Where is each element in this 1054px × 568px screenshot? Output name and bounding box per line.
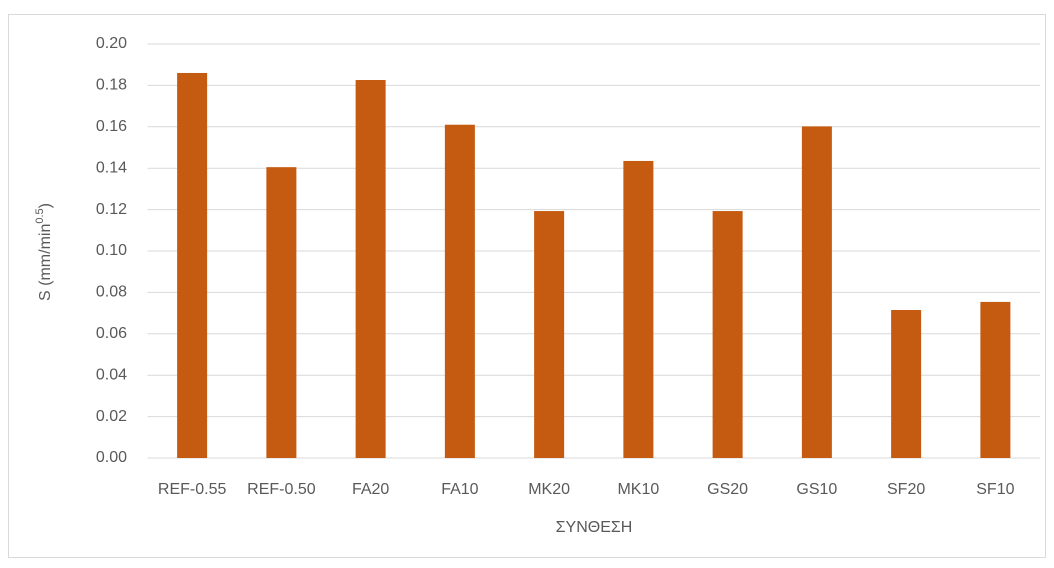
- bar: [891, 309, 922, 458]
- y-axis-label-end: ): [37, 203, 54, 208]
- y-tick-label: 0.08: [96, 284, 127, 301]
- x-axis-label: ΣΥΝΘΕΣΗ: [556, 519, 633, 536]
- y-axis-label: S (mm/min0.5): [34, 203, 54, 301]
- x-tick-label: GS20: [707, 481, 748, 498]
- chart-border: [8, 14, 1046, 558]
- x-tick-label: SF20: [887, 481, 925, 498]
- x-tick-label: REF-0.55: [158, 481, 227, 498]
- bar: [980, 301, 1011, 458]
- x-tick-label: MK20: [528, 481, 570, 498]
- y-tick-label: 0.12: [96, 201, 127, 218]
- bar: [444, 124, 475, 458]
- bar: [623, 160, 654, 458]
- bar: [712, 211, 743, 458]
- y-tick-label: 0.00: [96, 449, 127, 466]
- bar: [801, 126, 832, 459]
- x-tick-label: FA20: [352, 481, 389, 498]
- x-tick-label: REF-0.50: [247, 481, 316, 498]
- bar: [177, 72, 208, 458]
- y-tick-label: 0.10: [96, 242, 127, 259]
- y-tick-label: 0.18: [96, 77, 127, 94]
- bar: [355, 80, 386, 458]
- y-axis-label-main: S (mm/min: [37, 224, 54, 301]
- y-tick-label: 0.04: [96, 366, 127, 383]
- y-axis-label-superscript: 0.5: [34, 208, 46, 223]
- x-tick-label: GS10: [796, 481, 837, 498]
- bar: [266, 167, 297, 459]
- x-tick-label: SF10: [976, 481, 1014, 498]
- y-tick-label: 0.02: [96, 408, 127, 425]
- y-tick-label: 0.16: [96, 118, 127, 135]
- y-tick-label: 0.14: [96, 159, 127, 176]
- bar: [534, 211, 565, 458]
- y-tick-label: 0.06: [96, 325, 127, 342]
- y-tick-label: 0.20: [96, 35, 127, 52]
- x-tick-label: FA10: [441, 481, 478, 498]
- x-tick-label: MK10: [617, 481, 659, 498]
